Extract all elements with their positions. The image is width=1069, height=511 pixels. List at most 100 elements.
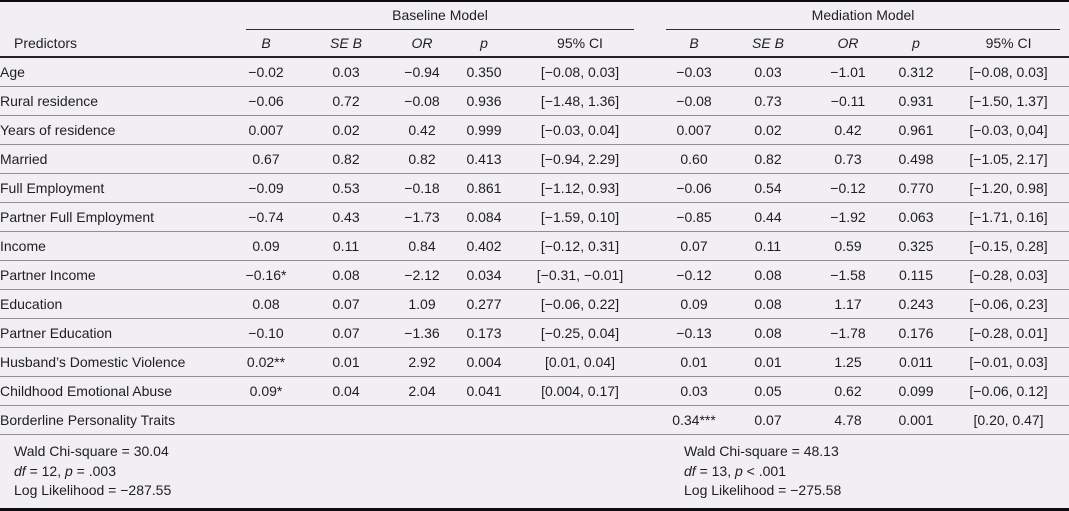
baseline-value-cell: 0.09: [228, 232, 304, 261]
baseline-value-cell: [0.004, 0.17]: [512, 377, 648, 406]
mediation-value-cell: 0.961: [884, 116, 948, 145]
mediation-value-cell: 0.931: [884, 87, 948, 116]
mediation-seb-header: SE B: [724, 30, 812, 58]
mediation-value-cell: 0.59: [812, 232, 884, 261]
predictor-cell: Childhood Emotional Abuse: [0, 377, 228, 406]
baseline-value-cell: 0.82: [388, 145, 456, 174]
baseline-value-cell: 0.350: [456, 58, 512, 87]
baseline-value-cell: 0.041: [456, 377, 512, 406]
mediation-value-cell: [−0.03, 0,04]: [948, 116, 1069, 145]
mediation-value-cell: 0.007: [664, 116, 724, 145]
mediation-value-cell: [0.20, 0.47]: [948, 406, 1069, 435]
baseline-value-cell: −0.10: [228, 319, 304, 348]
mediation-value-cell: 0.54: [724, 174, 812, 203]
header-gap: [648, 30, 664, 58]
table-row: Husband’s Domestic Violence 0.02** 0.01 2.9…: [0, 348, 1069, 377]
mediation-value-cell: 4.78: [812, 406, 884, 435]
baseline-value-cell: 0.07: [304, 290, 388, 319]
mediation-value-cell: 0.176: [884, 319, 948, 348]
baseline-value-cell: −0.08: [388, 87, 456, 116]
baseline-value-cell: [−0.94, 2.29]: [512, 145, 648, 174]
mediation-value-cell: 0.73: [812, 145, 884, 174]
mediation-value-cell: −0.03: [664, 58, 724, 87]
gap-cell: [648, 58, 664, 87]
baseline-value-cell: 0.03: [304, 58, 388, 87]
mediation-value-cell: 0.011: [884, 348, 948, 377]
mediation-value-cell: 0.62: [812, 377, 884, 406]
baseline-value-cell: [−1.12, 0.93]: [512, 174, 648, 203]
mediation-value-cell: [−1.50, 1.37]: [948, 87, 1069, 116]
table-row: Partner Full Employment −0.74 0.43 −1.73 0.0…: [0, 203, 1069, 232]
footer-gap: [648, 435, 664, 507]
mediation-model-fit: Wald Chi-square = 48.13 df = 13, p < .00…: [664, 435, 1069, 507]
gap-cell: [648, 261, 664, 290]
baseline-value-cell: 1.09: [388, 290, 456, 319]
baseline-value-cell: 0.11: [304, 232, 388, 261]
mediation-value-cell: −1.92: [812, 203, 884, 232]
table-row: Full Employment −0.09 0.53 −0.18 0.861 [−1.12…: [0, 174, 1069, 203]
mediation-model-group-header: Mediation Model: [664, 2, 1069, 30]
baseline-value-cell: −0.94: [388, 58, 456, 87]
mediation-value-cell: [−0.15, 0.28]: [948, 232, 1069, 261]
mediation-value-cell: 0.02: [724, 116, 812, 145]
gap-cell: [648, 348, 664, 377]
baseline-value-cell: 2.04: [388, 377, 456, 406]
baseline-value-cell: −0.18: [388, 174, 456, 203]
gap-cell: [648, 203, 664, 232]
mediation-value-cell: 0.11: [724, 232, 812, 261]
spanner-spacer: [0, 2, 228, 30]
baseline-value-cell: [−0.12, 0.31]: [512, 232, 648, 261]
mediation-value-cell: 0.05: [724, 377, 812, 406]
baseline-value-cell: [304, 406, 388, 435]
table-row: Age −0.02 0.03 −0.94 0.350 [−0.08, 0.03] −0.03…: [0, 58, 1069, 87]
mediation-value-cell: 0.82: [724, 145, 812, 174]
baseline-value-cell: 0.02: [304, 116, 388, 145]
mediation-value-cell: 0.312: [884, 58, 948, 87]
baseline-value-cell: [−1.48, 1.36]: [512, 87, 648, 116]
table-row: Rural residence −0.06 0.72 −0.08 0.936 [−1.48…: [0, 87, 1069, 116]
mediation-value-cell: 1.25: [812, 348, 884, 377]
predictor-cell: Partner Income: [0, 261, 228, 290]
baseline-value-cell: 0.084: [456, 203, 512, 232]
table-row: Childhood Emotional Abuse 0.09* 0.04 2.04 0.…: [0, 377, 1069, 406]
model-fit-row: Wald Chi-square = 30.04 df = 12, p = .00…: [0, 435, 1069, 507]
mediation-value-cell: −0.12: [812, 174, 884, 203]
mediation-value-cell: 0.063: [884, 203, 948, 232]
mediation-value-cell: 0.34***: [664, 406, 724, 435]
mediation-value-cell: −0.12: [664, 261, 724, 290]
baseline-value-cell: 0.173: [456, 319, 512, 348]
baseline-value-cell: 0.861: [456, 174, 512, 203]
mediation-value-cell: 0.498: [884, 145, 948, 174]
baseline-value-cell: 0.04: [304, 377, 388, 406]
mediation-value-cell: −0.08: [664, 87, 724, 116]
mediation-df-p: df = 13, p < .001: [684, 462, 786, 479]
gap-cell: [648, 116, 664, 145]
baseline-value-cell: −0.09: [228, 174, 304, 203]
predictor-cell: Partner Education: [0, 319, 228, 348]
mediation-value-cell: −1.01: [812, 58, 884, 87]
baseline-value-cell: −1.73: [388, 203, 456, 232]
baseline-value-cell: 0.999: [456, 116, 512, 145]
baseline-b-header: B: [228, 30, 304, 58]
baseline-value-cell: 0.01: [304, 348, 388, 377]
mediation-value-cell: [−0.06, 0.12]: [948, 377, 1069, 406]
column-header-row: Predictors B SE B OR p 95% CI B SE B OR …: [0, 30, 1069, 58]
baseline-value-cell: 0.82: [304, 145, 388, 174]
table-body: Age −0.02 0.03 −0.94 0.350 [−0.08, 0.03] −0.03…: [0, 58, 1069, 435]
baseline-model-group-header: Baseline Model: [228, 2, 648, 30]
gap-cell: [648, 87, 664, 116]
baseline-value-cell: 0.43: [304, 203, 388, 232]
table-row: Partner Education −0.10 0.07 −1.36 0.173 [−0.…: [0, 319, 1069, 348]
baseline-value-cell: [388, 406, 456, 435]
mediation-value-cell: 0.42: [812, 116, 884, 145]
mediation-loglik: Log Likelihood = −275.58: [684, 482, 842, 498]
baseline-df-p: df = 12, p = .003: [14, 462, 116, 479]
baseline-value-cell: [−0.08, 0.03]: [512, 58, 648, 87]
table-row: Years of residence 0.007 0.02 0.42 0.999 [−0.…: [0, 116, 1069, 145]
baseline-value-cell: 0.02**: [228, 348, 304, 377]
baseline-loglik: Log Likelihood = −287.55: [14, 482, 172, 498]
baseline-value-cell: [−1.59, 0.10]: [512, 203, 648, 232]
baseline-value-cell: [−0.03, 0.04]: [512, 116, 648, 145]
mediation-value-cell: 0.325: [884, 232, 948, 261]
